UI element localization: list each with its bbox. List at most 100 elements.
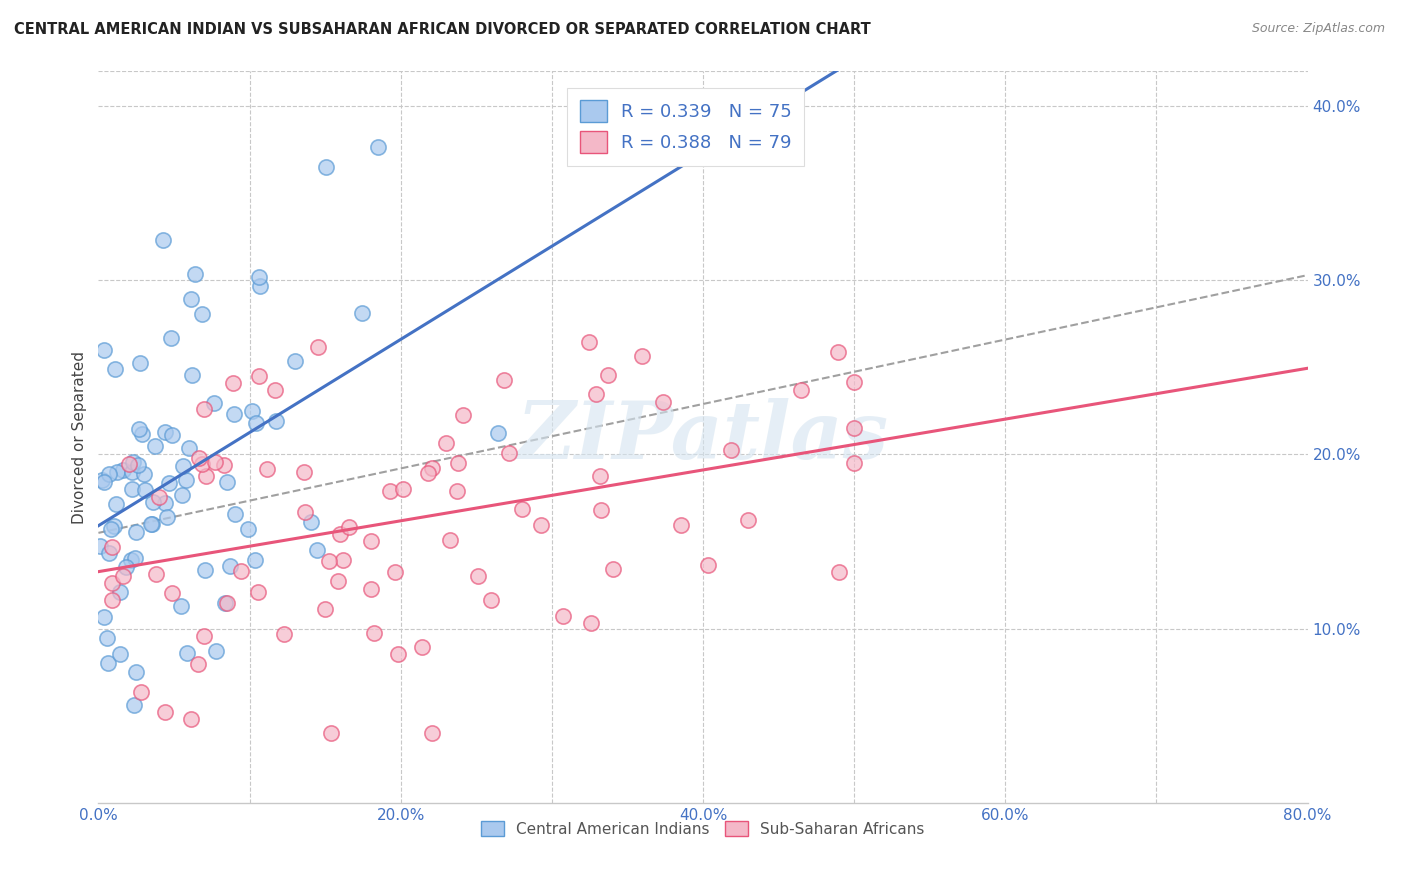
Point — [305, 542, 328, 557]
Point — [602, 562, 624, 576]
Point — [263, 384, 285, 398]
Point — [360, 534, 382, 549]
Point — [217, 596, 239, 610]
Point — [90, 473, 112, 487]
Point — [145, 566, 167, 581]
Point — [247, 270, 270, 285]
Point — [326, 574, 349, 588]
Point — [104, 361, 127, 376]
Point — [108, 648, 131, 662]
Point — [360, 582, 382, 597]
Point — [194, 563, 217, 577]
Point — [392, 483, 415, 497]
Point — [737, 513, 759, 527]
Point — [139, 516, 162, 531]
Point — [318, 554, 340, 568]
Point — [224, 508, 246, 522]
Point — [93, 610, 115, 624]
Point — [314, 601, 336, 615]
Point — [669, 517, 692, 532]
Point — [97, 545, 120, 559]
Point — [155, 705, 177, 719]
Point — [447, 456, 470, 470]
Text: ZIPatlas: ZIPatlas — [517, 399, 889, 475]
Point — [498, 446, 520, 460]
Point — [143, 439, 166, 453]
Point — [229, 565, 252, 579]
Point — [184, 267, 207, 281]
Point — [212, 458, 235, 472]
Point — [420, 461, 443, 475]
Point — [479, 593, 502, 607]
Point — [591, 503, 613, 517]
Point — [141, 516, 163, 531]
Point — [589, 468, 612, 483]
Point — [384, 566, 406, 580]
Point — [332, 552, 354, 566]
Point — [264, 414, 287, 428]
Point — [152, 233, 174, 247]
Point — [131, 426, 153, 441]
Point — [97, 467, 120, 481]
Point — [187, 657, 209, 672]
Point — [367, 139, 389, 153]
Point — [451, 408, 474, 422]
Point — [170, 599, 193, 614]
Point — [155, 425, 177, 440]
Point — [188, 450, 211, 465]
Point — [446, 483, 468, 498]
Point — [93, 343, 115, 358]
Legend: Central American Indians, Sub-Saharan Africans: Central American Indians, Sub-Saharan Af… — [475, 814, 931, 843]
Point — [101, 541, 124, 555]
Point — [827, 345, 849, 359]
Point — [160, 428, 183, 442]
Point — [190, 307, 212, 321]
Point — [321, 726, 343, 740]
Point — [214, 596, 236, 610]
Point — [337, 520, 360, 534]
Point — [180, 293, 202, 307]
Point — [105, 465, 128, 479]
Point — [127, 458, 149, 473]
Point — [132, 467, 155, 481]
Point — [247, 585, 270, 599]
Point — [156, 510, 179, 524]
Point — [329, 527, 352, 541]
Point — [193, 401, 215, 416]
Point — [284, 354, 307, 368]
Point — [720, 443, 742, 458]
Point — [118, 457, 141, 471]
Point — [121, 466, 143, 480]
Point — [194, 468, 217, 483]
Point — [142, 495, 165, 509]
Point — [101, 576, 124, 591]
Point — [350, 306, 373, 320]
Point — [467, 569, 489, 583]
Point — [153, 496, 176, 510]
Point — [827, 566, 849, 580]
Point — [245, 416, 267, 430]
Point — [157, 476, 180, 491]
Point — [180, 368, 202, 382]
Point — [315, 160, 337, 174]
Point — [97, 656, 120, 670]
Point — [124, 524, 146, 539]
Point — [172, 487, 194, 501]
Point — [218, 559, 240, 574]
Point — [579, 615, 602, 630]
Point — [585, 387, 607, 401]
Point — [249, 279, 271, 293]
Point — [205, 644, 228, 658]
Point — [100, 522, 122, 536]
Point — [294, 465, 316, 479]
Point — [307, 340, 329, 354]
Point — [160, 586, 183, 600]
Point — [101, 593, 124, 607]
Point — [125, 665, 148, 679]
Point — [299, 515, 322, 529]
Point — [387, 647, 409, 661]
Point — [93, 475, 115, 490]
Point — [363, 626, 385, 640]
Point — [129, 685, 152, 699]
Point — [172, 458, 194, 473]
